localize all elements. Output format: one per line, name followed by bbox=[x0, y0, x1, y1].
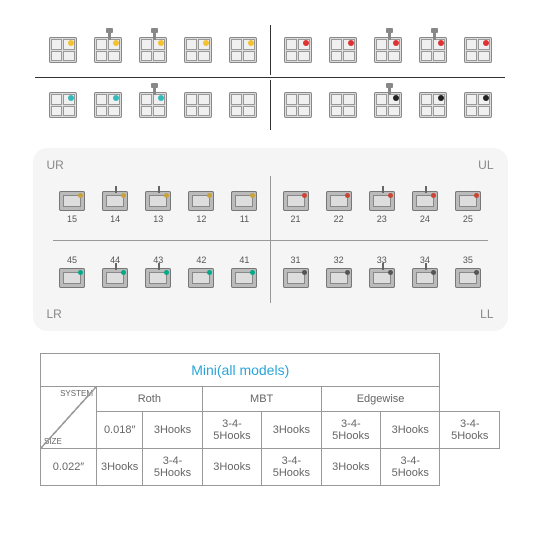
bracket-icon bbox=[139, 92, 167, 118]
bracket-item: 23 bbox=[369, 191, 395, 224]
top-bracket-diagram bbox=[35, 25, 505, 130]
bracket-icon bbox=[329, 37, 357, 63]
bracket-item: 24 bbox=[412, 191, 438, 224]
bracket-item: 13 bbox=[145, 191, 171, 224]
bracket-icon bbox=[419, 92, 447, 118]
bracket-icon bbox=[374, 92, 402, 118]
bracket-icon bbox=[374, 37, 402, 63]
bracket-item: 33 bbox=[369, 255, 395, 288]
bracket-icon bbox=[284, 37, 312, 63]
bracket-item: 11 bbox=[231, 191, 257, 224]
bracket-item: 35 bbox=[455, 255, 481, 288]
bracket-icon bbox=[184, 92, 212, 118]
bracket-icon bbox=[464, 37, 492, 63]
bracket-item: 12 bbox=[188, 191, 214, 224]
bracket-icon bbox=[284, 92, 312, 118]
bracket-icon bbox=[229, 92, 257, 118]
bracket-icon bbox=[94, 92, 122, 118]
bracket-item: 31 bbox=[283, 255, 309, 288]
bracket-icon bbox=[329, 92, 357, 118]
corner-ul: UL bbox=[478, 158, 493, 172]
corner-lr: LR bbox=[47, 307, 62, 321]
bracket-item: 41 bbox=[231, 255, 257, 288]
bracket-icon bbox=[464, 92, 492, 118]
bracket-item: 15 bbox=[59, 191, 85, 224]
bracket-icon bbox=[184, 37, 212, 63]
bracket-item: 25 bbox=[455, 191, 481, 224]
bracket-card: UR UL LR LL 15 14 13 12 11 21 22 23 24 25 45 44 43 4… bbox=[33, 148, 508, 331]
bracket-item: 42 bbox=[188, 255, 214, 288]
bracket-item: 43 bbox=[145, 255, 171, 288]
corner-ur: UR bbox=[47, 158, 64, 172]
table-row: 0.022″ 3Hooks3-4-5Hooks 3Hooks3-4-5Hooks… bbox=[41, 449, 500, 486]
diagonal-header: SYSTEMSIZE bbox=[41, 387, 97, 449]
size-table: Mini(all models) SYSTEMSIZE Roth MBT Edg… bbox=[40, 353, 500, 486]
bracket-item: 44 bbox=[102, 255, 128, 288]
corner-ll: LL bbox=[480, 307, 493, 321]
bracket-item: 45 bbox=[59, 255, 85, 288]
bracket-icon bbox=[139, 37, 167, 63]
bracket-item: 34 bbox=[412, 255, 438, 288]
bracket-item: 22 bbox=[326, 191, 352, 224]
bracket-icon bbox=[229, 37, 257, 63]
bracket-item: 32 bbox=[326, 255, 352, 288]
table-row: 0.018″ 3Hooks3-4-5Hooks 3Hooks3-4-5Hooks… bbox=[41, 412, 500, 449]
bracket-icon bbox=[49, 37, 77, 63]
table-title: Mini(all models) bbox=[41, 354, 440, 387]
bracket-item: 14 bbox=[102, 191, 128, 224]
bracket-item: 21 bbox=[283, 191, 309, 224]
bracket-icon bbox=[94, 37, 122, 63]
bracket-icon bbox=[49, 92, 77, 118]
bracket-icon bbox=[419, 37, 447, 63]
